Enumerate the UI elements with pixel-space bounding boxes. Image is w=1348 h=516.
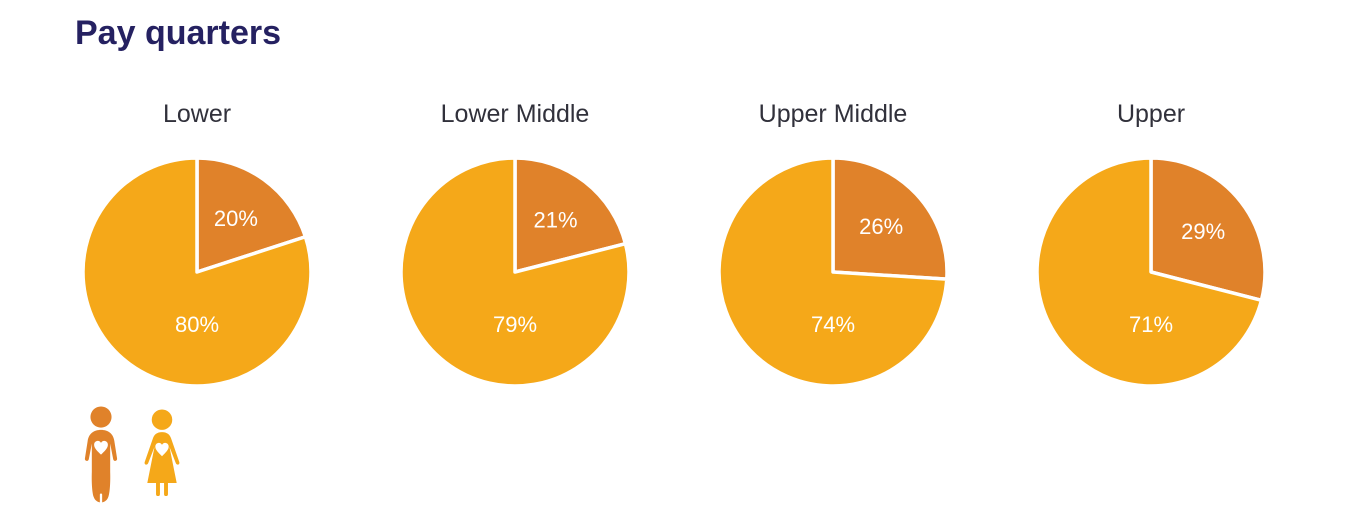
pie-svg: 20% 80% xyxy=(81,156,313,388)
pie-chart-row: Lower 20% 80% Lower Middle 21% 79% Upper M… xyxy=(77,98,1271,392)
woman-head xyxy=(151,409,173,430)
pie-svg: 26% 74% xyxy=(717,156,949,388)
page-title: Pay quarters xyxy=(75,14,281,52)
pie-chart-title: Lower xyxy=(162,100,232,128)
man-body xyxy=(84,429,118,503)
pie-value-label-women: 80% xyxy=(175,312,219,337)
pie-slice-men xyxy=(513,156,628,274)
pie-svg: 21% 79% xyxy=(399,156,631,388)
woman-body xyxy=(144,432,180,497)
pie-chart-title: Upper Middle xyxy=(758,100,908,128)
pie-value-label-women: 71% xyxy=(1129,312,1173,337)
pie-value-label-women: 74% xyxy=(811,312,855,337)
pie-slice-women xyxy=(399,156,631,388)
man-heart xyxy=(94,440,108,455)
pie-slice-women xyxy=(81,156,313,388)
pie-slice-men xyxy=(195,156,308,274)
pie-chart-lower: Lower 20% 80% xyxy=(77,98,317,392)
pie-chart-lower-middle: Lower Middle 21% 79% xyxy=(395,98,635,392)
pie-slice-women xyxy=(1035,156,1264,388)
gender-legend xyxy=(78,406,187,507)
pie-slice-women xyxy=(717,156,949,388)
pie-value-label-men: 29% xyxy=(1181,219,1225,244)
pie-slice-men xyxy=(1149,156,1267,303)
pie-value-label-men: 26% xyxy=(859,214,903,239)
pie-chart-title: Upper xyxy=(1116,100,1186,128)
pie-chart-title: Lower Middle xyxy=(440,100,590,128)
woman-heart xyxy=(155,442,169,457)
pie-value-label-men: 21% xyxy=(533,207,577,232)
woman-with-heart-icon xyxy=(144,409,180,497)
pie-svg: 29% 71% xyxy=(1035,156,1267,388)
pie-chart-upper-middle: Upper Middle 26% 74% xyxy=(713,98,953,392)
man-with-heart-icon xyxy=(84,406,118,505)
man-head xyxy=(90,406,112,428)
pie-value-label-women: 79% xyxy=(493,312,537,337)
pie-value-label-men: 20% xyxy=(214,206,258,231)
pie-slice-men xyxy=(831,156,949,281)
pie-chart-upper: Upper 29% 71% xyxy=(1031,98,1271,392)
